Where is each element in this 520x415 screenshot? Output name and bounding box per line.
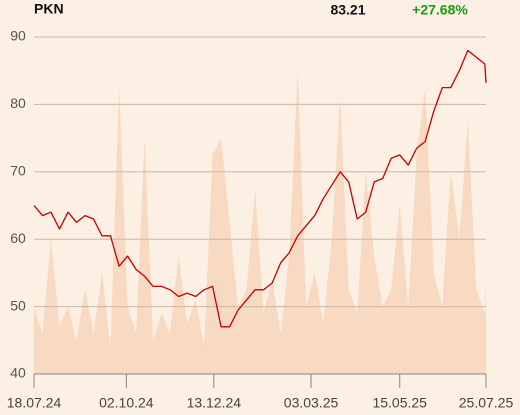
x-tick-label: 02.10.24 (99, 395, 154, 411)
x-tick-label: 15.05.25 (372, 395, 427, 411)
y-tick-label: 90 (10, 28, 26, 44)
x-tick-label: 25.07.25 (459, 395, 514, 411)
y-tick-label: 40 (10, 365, 26, 381)
chart-title: PKN (34, 1, 64, 17)
y-tick-label: 50 (10, 297, 26, 313)
y-tick-label: 70 (10, 163, 26, 179)
volume-area (34, 70, 486, 374)
x-tick-label: 18.07.24 (7, 395, 62, 411)
last-price: 83.21 (330, 2, 365, 18)
price-change: +27.68% (412, 2, 468, 18)
x-tick-label: 03.03.25 (284, 395, 339, 411)
x-tick-label: 13.12.24 (187, 395, 242, 411)
price-line (33, 49, 487, 328)
y-tick-label: 60 (10, 230, 26, 246)
y-tick-label: 80 (10, 95, 26, 111)
